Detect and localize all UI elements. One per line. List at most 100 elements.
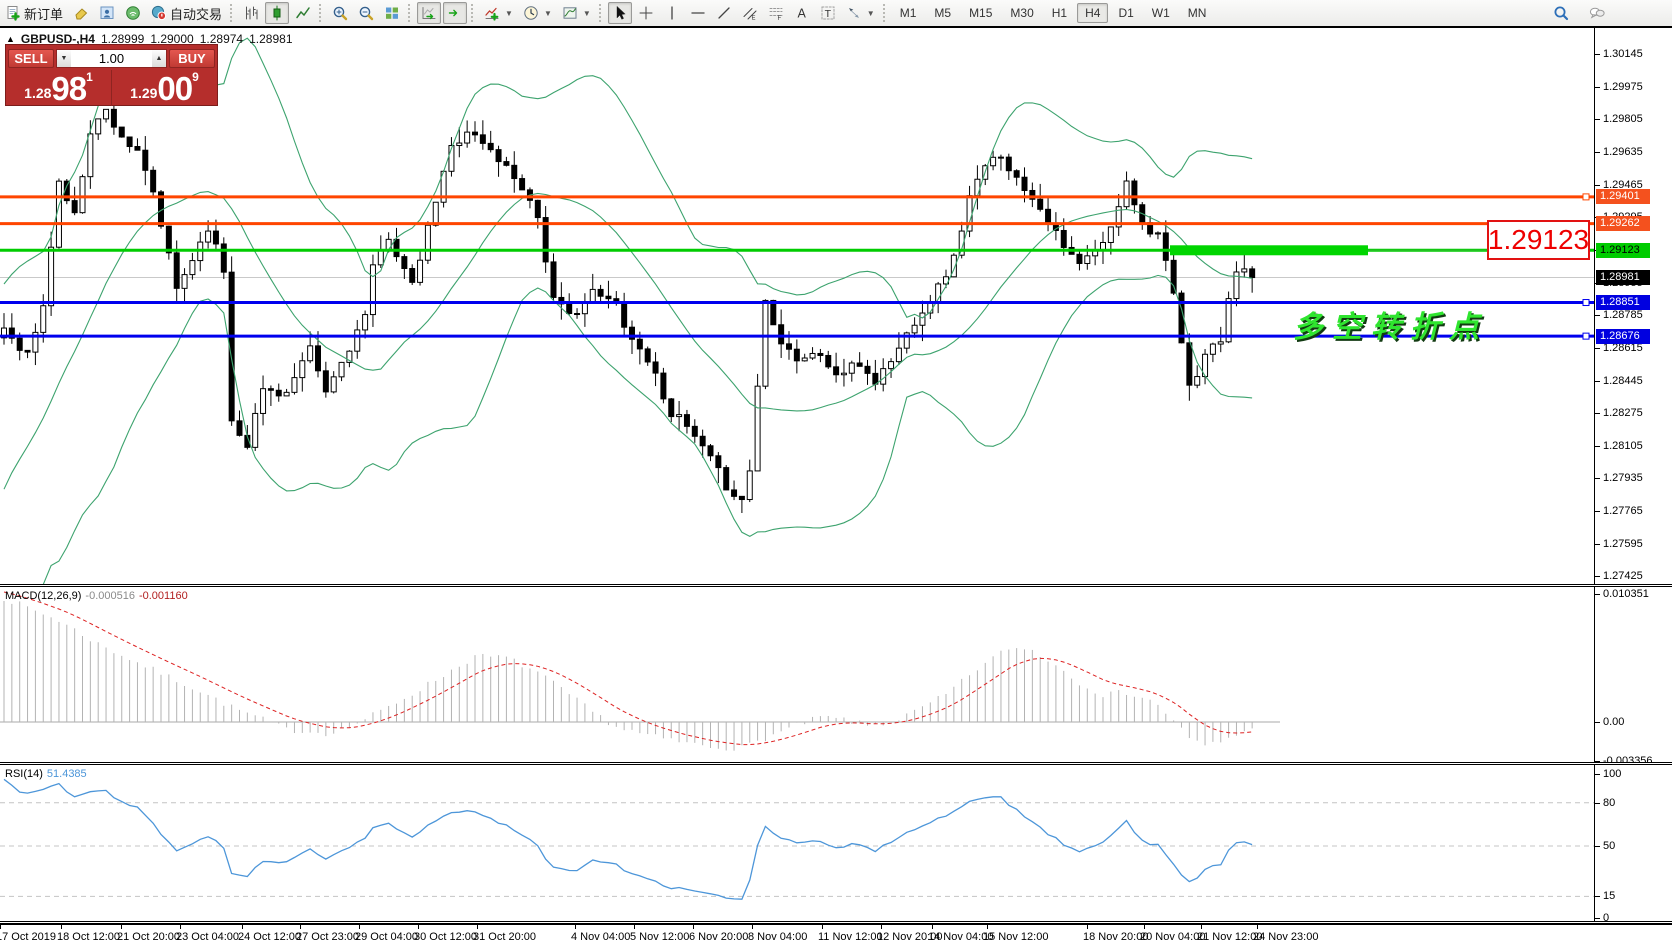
candle-body — [574, 313, 581, 316]
indicators-button[interactable]: ▼ — [480, 2, 517, 24]
candle-body — [809, 352, 816, 359]
timeframe-d1[interactable]: D1 — [1118, 6, 1134, 20]
bollinger-middle-band — [3, 191, 1253, 490]
chevron-down-icon[interactable]: ▼ — [543, 8, 552, 18]
pane-splitter[interactable] — [0, 762, 1672, 765]
candle-body — [511, 164, 518, 180]
timeframe-mn[interactable]: MN — [1187, 6, 1207, 20]
vertical-line-button[interactable] — [660, 2, 684, 24]
fibonacci-button[interactable]: F — [764, 2, 788, 24]
timeframe-h4[interactable]: H4 — [1077, 3, 1109, 23]
toolbar-grip[interactable] — [882, 4, 888, 22]
pane-splitter[interactable] — [0, 584, 1672, 587]
candle-body — [487, 142, 494, 151]
price-axis[interactable]: 1.30145 1.29975 1.29805 1.29635 1.29465 1.292… — [1594, 28, 1672, 924]
time-axis-border — [0, 924, 1672, 925]
candle-body — [864, 365, 871, 374]
timeframe-h1[interactable]: H1 — [1051, 6, 1068, 20]
candle-body — [519, 178, 526, 191]
chevron-down-icon[interactable]: ▼ — [582, 8, 591, 18]
chevron-down-icon[interactable]: ▼ — [505, 8, 513, 18]
volume-decrease-button[interactable]: ▼ — [57, 49, 71, 67]
signal-button[interactable] — [121, 2, 145, 24]
eraser-button[interactable] — [69, 2, 93, 24]
time-tick — [359, 924, 360, 929]
timeframe-m30[interactable]: M30 — [1010, 6, 1034, 20]
volume-field[interactable]: 1.00 — [71, 49, 152, 67]
line-anchor-handle[interactable] — [1582, 299, 1590, 307]
sell-price[interactable]: 1.28 98 1 — [6, 70, 112, 106]
timeframe-m5[interactable]: M5 — [934, 6, 952, 20]
label-button[interactable]: T — [816, 2, 840, 24]
line-chart-button[interactable] — [291, 2, 315, 24]
sell-button[interactable]: SELL — [8, 48, 54, 68]
time-tick — [180, 924, 181, 929]
text-button[interactable]: A — [790, 2, 814, 24]
crosshair-button[interactable] — [634, 2, 658, 24]
horizontal-line-button[interactable] — [686, 2, 710, 24]
zoom-in-button[interactable] — [328, 2, 352, 24]
template-icon — [562, 5, 578, 21]
main-chart-pane[interactable]: ▲ GBPUSD-,H4 1.28999 1.29000 1.28974 1.2… — [0, 28, 1594, 584]
arrows-button[interactable]: ▼ — [842, 2, 879, 24]
ohlc-high: 1.29000 — [150, 32, 194, 46]
channel-button[interactable]: E — [738, 2, 762, 24]
line-anchor-handle[interactable] — [1582, 332, 1590, 340]
candle-chart-button[interactable] — [265, 2, 290, 24]
autotrade-button[interactable]: 自动交易 — [147, 2, 226, 24]
search-button[interactable] — [1549, 2, 1573, 24]
chart-shift-button[interactable] — [443, 2, 468, 24]
timeframe-m1[interactable]: M1 — [899, 6, 917, 20]
toolbar-grip[interactable] — [319, 4, 324, 22]
candle-body — [110, 108, 117, 128]
toolbar-grip[interactable] — [598, 4, 604, 22]
bar-chart-button[interactable] — [239, 2, 263, 24]
line-anchor-handle[interactable] — [1582, 193, 1590, 201]
price-callout-label[interactable]: 1.29123 — [1487, 220, 1590, 260]
cursor-button[interactable] — [607, 2, 632, 24]
new-order-button[interactable]: 新订单 — [1, 2, 67, 24]
svg-text:T: T — [824, 8, 831, 20]
candle-body — [778, 324, 785, 345]
rsi-pane[interactable]: RSI(14) 51.4385 — [0, 765, 1594, 921]
buy-button[interactable]: BUY — [169, 48, 215, 68]
chevron-down-icon[interactable]: ▼ — [866, 8, 875, 18]
ohlc-close: 1.28981 — [249, 32, 293, 46]
time-axis[interactable]: 17 Oct 2019 18 Oct 12:00 21 Oct 20:00 23 Oc… — [0, 924, 1672, 949]
chart-annotation-text[interactable]: 多空转折点 — [1293, 311, 1488, 344]
volume-increase-button[interactable]: ▲ — [152, 49, 166, 67]
collapse-panel-icon[interactable]: ▲ — [6, 34, 15, 44]
toolbar-grip[interactable] — [230, 4, 235, 22]
trendline-button[interactable] — [712, 2, 736, 24]
linechart-icon — [295, 5, 311, 21]
price-tick: 1.29975 — [1595, 80, 1643, 93]
candlestick-chart[interactable] — [0, 28, 1594, 584]
candle-body — [205, 230, 212, 243]
periods-button[interactable]: ▼ — [519, 2, 556, 24]
chat-button[interactable] — [1585, 2, 1609, 24]
timeframe-w1[interactable]: W1 — [1151, 6, 1170, 20]
time-label: 21 Nov 12:00 — [1197, 931, 1263, 943]
time-label: 12 Nov 20:00 — [877, 931, 943, 943]
candle-body — [888, 361, 895, 370]
profile-button[interactable] — [95, 2, 119, 24]
toolbar-grip[interactable] — [408, 4, 413, 22]
candle-body — [417, 259, 424, 283]
tile-windows-button[interactable] — [380, 2, 404, 24]
toolbar-grip[interactable] — [471, 4, 476, 22]
macd-pane[interactable]: MACD(12,26,9) -0.000516 -0.001160 — [0, 587, 1594, 762]
candle-body — [605, 295, 612, 300]
highlight-rectangle[interactable] — [1170, 245, 1368, 256]
candle-body — [966, 195, 973, 232]
candle-body — [1013, 170, 1020, 178]
auto-scroll-button[interactable] — [417, 2, 442, 24]
price-tick: 1.28785 — [1595, 309, 1643, 322]
candle-body — [738, 495, 745, 501]
templates-button[interactable]: ▼ — [558, 2, 595, 24]
pane-splitter[interactable] — [0, 921, 1672, 924]
zoom-out-button[interactable] — [354, 2, 378, 24]
timeframe-m15[interactable]: M15 — [969, 6, 993, 20]
buy-price[interactable]: 1.29 00 9 — [112, 70, 217, 106]
price-tick: 1.29805 — [1595, 113, 1643, 126]
candle-body — [1021, 176, 1028, 191]
